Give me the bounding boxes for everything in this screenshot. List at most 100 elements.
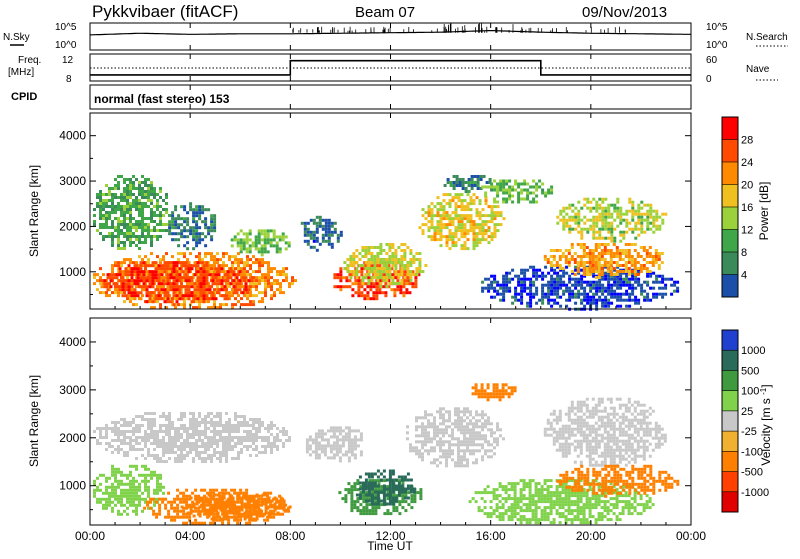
heatmap-cell [180, 412, 183, 415]
heatmap-cell [595, 225, 598, 228]
heatmap-cell [126, 430, 129, 433]
heatmap-cell [676, 281, 679, 284]
heatmap-cell [168, 451, 171, 454]
heatmap-cell [328, 234, 331, 237]
heatmap-cell [199, 515, 202, 518]
heatmap-cell [189, 442, 192, 445]
heatmap-cell [316, 225, 319, 228]
heatmap-cell [246, 258, 249, 261]
heatmap-cell [273, 267, 276, 270]
heatmap-cell [610, 264, 613, 267]
heatmap-cell [577, 243, 580, 246]
heatmap-cell [331, 246, 334, 249]
heatmap-cell [141, 480, 144, 483]
heatmap-cell [267, 273, 270, 276]
heatmap-cell [523, 281, 526, 284]
heatmap-cell [607, 231, 610, 234]
heatmap-cell [201, 460, 204, 463]
heatmap-cell [245, 285, 248, 288]
heatmap-cell [131, 273, 134, 276]
heatmap-cell [132, 495, 135, 498]
heatmap-cell [117, 421, 120, 424]
heatmap-cell [661, 278, 664, 281]
heatmap-cell [356, 500, 359, 503]
heatmap-cell [137, 273, 140, 276]
heatmap-cell [583, 273, 586, 276]
heatmap-cell [307, 234, 310, 237]
heatmap-cell [135, 303, 138, 306]
heatmap-cell [488, 220, 491, 223]
heatmap-cell [529, 290, 532, 293]
heatmap-cell [117, 175, 120, 178]
heatmap-cell [141, 492, 144, 495]
heatmap-cell [183, 430, 186, 433]
heatmap-cell [212, 522, 215, 525]
heatmap-cell [259, 512, 262, 515]
heatmap-cell [471, 184, 474, 187]
heatmap-cell [99, 223, 102, 226]
heatmap-cell [443, 211, 446, 214]
heatmap-cell [102, 193, 105, 196]
heatmap-cell [310, 231, 313, 234]
heatmap-cell [494, 217, 497, 220]
heatmap-cell [132, 483, 135, 486]
heatmap-cell [592, 258, 595, 261]
heatmap-cell [223, 494, 226, 497]
heatmap-cell [375, 285, 378, 288]
heatmap-cell [598, 207, 601, 210]
heatmap-cell [236, 288, 239, 291]
heatmap-cell [562, 252, 565, 255]
heatmap-cell [372, 285, 375, 288]
heatmap-cell [207, 300, 210, 303]
heatmap-cell [362, 509, 365, 512]
heatmap-cell [267, 427, 270, 430]
heatmap-cell [147, 454, 150, 457]
heatmap-cell [199, 512, 202, 515]
heatmap-cell [167, 291, 170, 294]
heatmap-cell [270, 267, 273, 270]
heatmap-cell [249, 229, 252, 232]
heatmap-cell [673, 284, 676, 287]
heatmap-cell [120, 261, 123, 264]
heatmap-cell [264, 288, 267, 291]
heatmap-cell [547, 189, 550, 192]
heatmap-cell [458, 220, 461, 223]
heatmap-cell [264, 229, 267, 232]
heatmap-cell [574, 293, 577, 296]
heatmap-cell [147, 226, 150, 229]
heatmap-cell [371, 506, 374, 509]
heatmap-cell [174, 457, 177, 460]
heatmap-cell [153, 226, 156, 229]
heatmap-cell [379, 273, 382, 276]
heatmap-cell [195, 205, 198, 208]
heatmap-cell [273, 232, 276, 235]
heatmap-cell [262, 503, 265, 506]
heatmap-cell [553, 284, 556, 287]
heatmap-cell [180, 442, 183, 445]
heatmap-cell [294, 279, 297, 282]
heatmap-cell [237, 267, 240, 270]
heatmap-cell [586, 267, 589, 270]
heatmap-cell [170, 273, 173, 276]
heatmap-cell [222, 430, 225, 433]
heatmap-cell [96, 279, 99, 282]
heatmap-cell [589, 261, 592, 264]
heatmap-cell [171, 436, 174, 439]
heatmap-cell [210, 270, 213, 273]
heatmap-cell [640, 201, 643, 204]
heatmap-cell [610, 302, 613, 305]
heatmap-cell [559, 267, 562, 270]
heatmap-cell [625, 299, 628, 302]
heatmap-cell [199, 506, 202, 509]
heatmap-cell [168, 421, 171, 424]
heatmap-cell [345, 432, 348, 435]
heatmap-cell [164, 516, 167, 519]
heatmap-cell [149, 294, 152, 297]
heatmap-cell [180, 418, 183, 421]
heatmap-cell [490, 186, 493, 189]
heatmap-cell [491, 217, 494, 220]
freq-label: Freq. [18, 55, 41, 66]
heatmap-cell [240, 250, 243, 253]
heatmap-cell [607, 290, 610, 293]
heatmap-cell [367, 267, 370, 270]
